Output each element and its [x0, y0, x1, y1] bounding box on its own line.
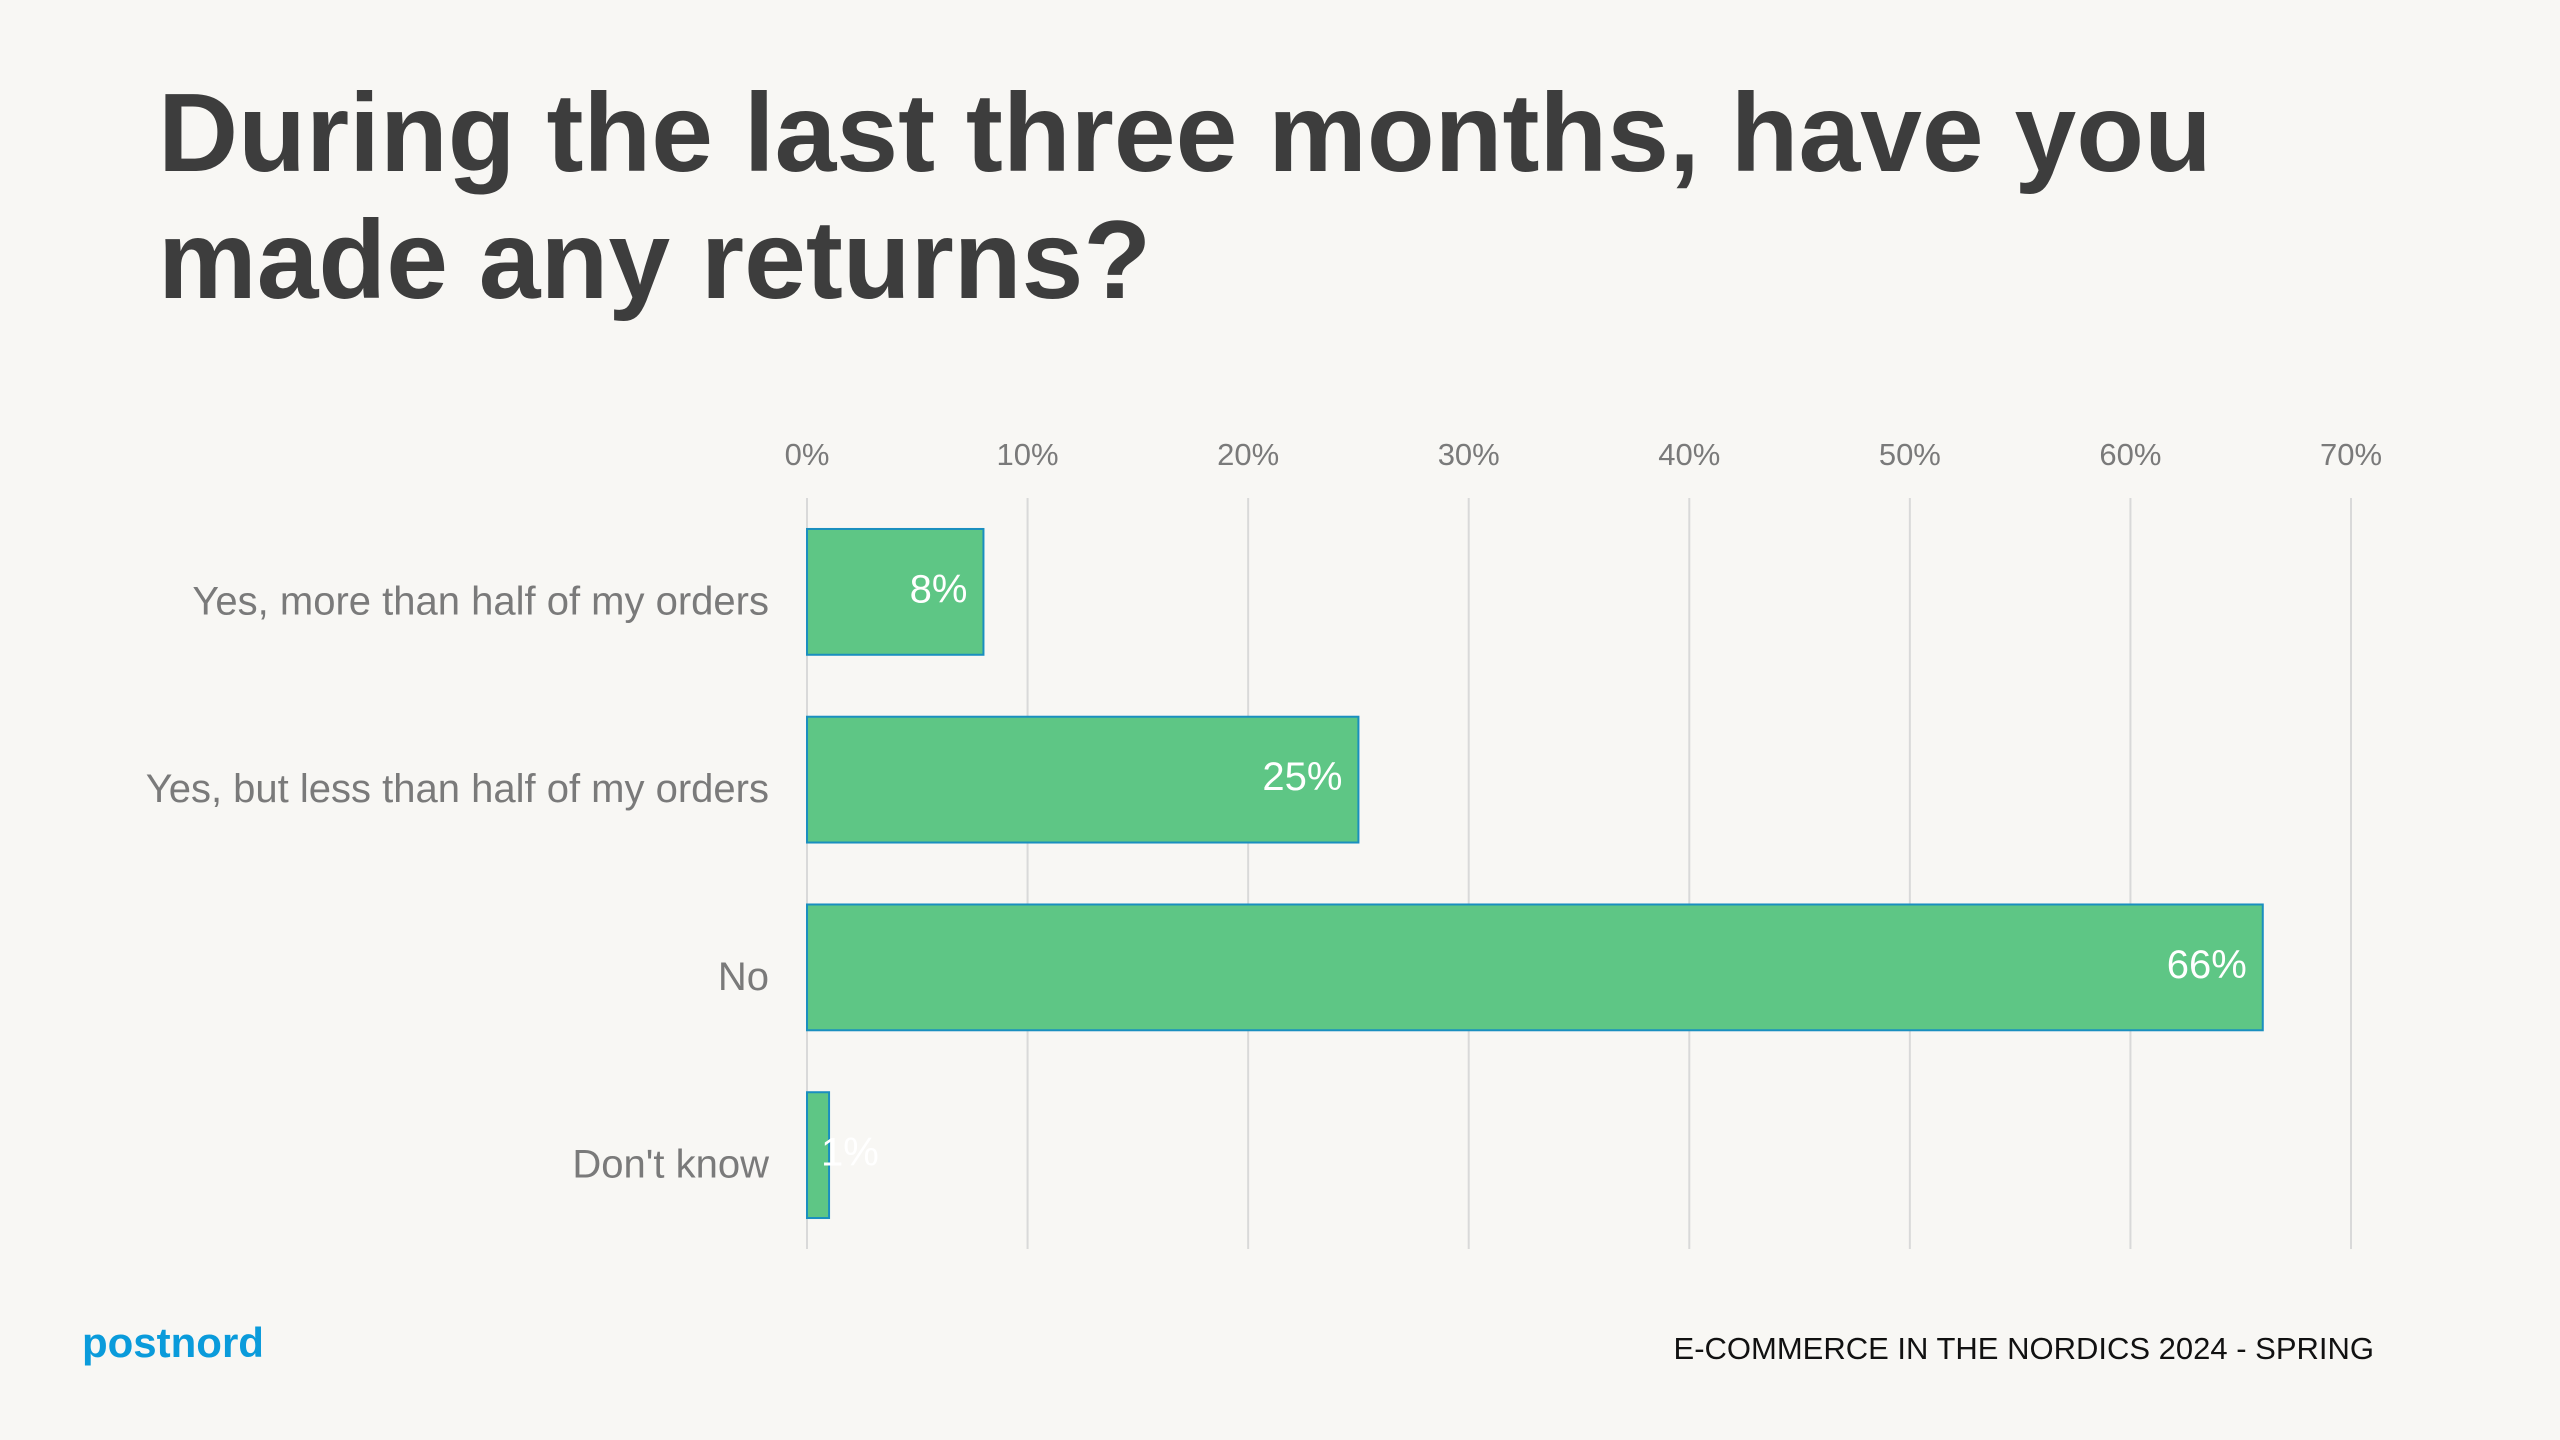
chart-title: During the last three months, have you ma…: [158, 71, 2212, 322]
x-tick-label: 0%: [785, 437, 830, 472]
footer-text: E-COMMERCE IN THE NORDICS 2024 - SPRING: [1674, 1331, 2374, 1366]
value-label: 66%: [2167, 943, 2247, 987]
value-label: 8%: [910, 567, 968, 611]
y-tick-label: Yes, more than half of my orders: [192, 579, 769, 623]
y-tick-label: Don't know: [572, 1143, 769, 1187]
logo: postnord: [82, 1319, 264, 1366]
x-tick-label: 50%: [1879, 437, 1941, 472]
bar: [806, 1091, 831, 1220]
x-tick-label: 30%: [1438, 437, 1500, 472]
value-label: 1%: [821, 1131, 879, 1175]
bar: [806, 715, 1360, 844]
x-tick-label: 20%: [1217, 437, 1279, 472]
x-tick-label: 60%: [2099, 437, 2161, 472]
bar: [806, 903, 2264, 1032]
bar: [806, 527, 985, 656]
value-label: 25%: [1262, 755, 1342, 799]
x-tick-label: 10%: [997, 437, 1059, 472]
y-tick-label: Yes, but less than half of my orders: [146, 767, 769, 811]
x-tick-label: 70%: [2320, 437, 2382, 472]
x-tick-label: 40%: [1658, 437, 1720, 472]
y-tick-label: No: [718, 955, 769, 999]
